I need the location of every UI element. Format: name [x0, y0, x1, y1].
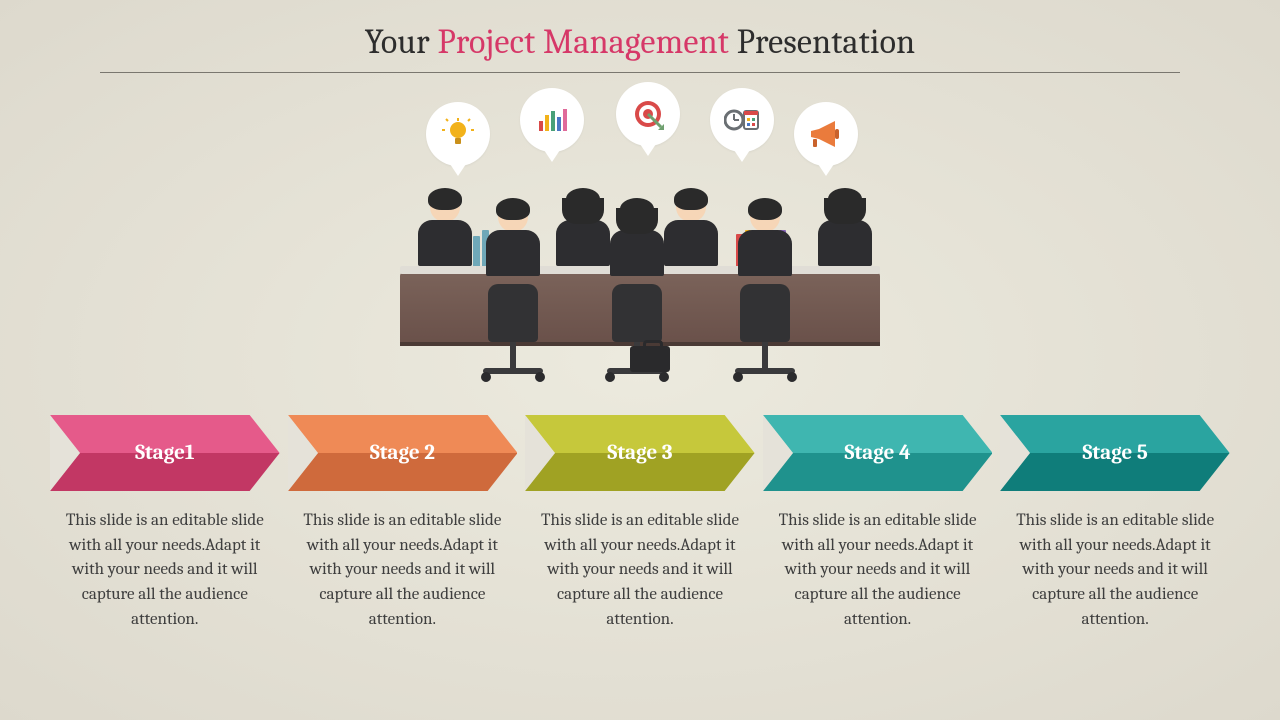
bubble-megaphone [794, 102, 858, 166]
stage-3: Stage 3 This slide is an editable slide … [525, 415, 755, 632]
briefcase [630, 346, 670, 372]
stage-1-arrow: Stage1 [50, 415, 280, 491]
meeting-illustration [380, 92, 900, 372]
title-rule [100, 72, 1180, 73]
stage-1: Stage1 This slide is an editable slide w… [50, 415, 280, 632]
bubble-idea [426, 102, 490, 166]
bubble-chart [520, 88, 584, 152]
stage-3-label: Stage 3 [607, 441, 672, 465]
target-icon [631, 97, 665, 131]
chart-icon [535, 103, 569, 137]
stage-3-desc: This slide is an editable slide with all… [534, 509, 745, 632]
person-back-1 [410, 192, 480, 266]
stage-2-label: Stage 2 [370, 441, 435, 465]
bubble-schedule [710, 88, 774, 152]
stage-3-arrow: Stage 3 [525, 415, 755, 491]
person-front-3 [730, 202, 800, 276]
slide: Your Project Management Presentation [0, 0, 1280, 720]
stage-2-desc: This slide is an editable slide with all… [297, 509, 508, 632]
stage-5: Stage 5 This slide is an editable slide … [1000, 415, 1230, 632]
megaphone-icon [809, 119, 843, 149]
stage-1-label: Stage1 [135, 441, 194, 465]
person-back-4 [810, 192, 880, 266]
bubble-target [616, 82, 680, 146]
stage-row: Stage1 This slide is an editable slide w… [50, 415, 1230, 632]
stage-4-desc: This slide is an editable slide with all… [772, 509, 983, 632]
title-suffix: Presentation [729, 22, 915, 62]
stage-4-arrow: Stage 4 [763, 415, 993, 491]
title-prefix: Your [365, 22, 438, 62]
schedule-icon [724, 105, 760, 135]
idea-icon [441, 117, 475, 151]
stage-1-desc: This slide is an editable slide with all… [59, 509, 270, 632]
person-front-1 [478, 202, 548, 276]
stage-5-desc: This slide is an editable slide with all… [1010, 509, 1221, 632]
stage-2: Stage 2 This slide is an editable slide … [288, 415, 518, 632]
stage-5-label: Stage 5 [1082, 441, 1147, 465]
title-highlight: Project Management [438, 22, 730, 62]
stage-2-arrow: Stage 2 [288, 415, 518, 491]
stage-4: Stage 4 This slide is an editable slide … [763, 415, 993, 632]
person-front-2 [602, 202, 672, 276]
stage-5-arrow: Stage 5 [1000, 415, 1230, 491]
stage-4-label: Stage 4 [845, 441, 911, 465]
title-block: Your Project Management Presentation [0, 0, 1280, 73]
slide-title: Your Project Management Presentation [365, 22, 916, 62]
